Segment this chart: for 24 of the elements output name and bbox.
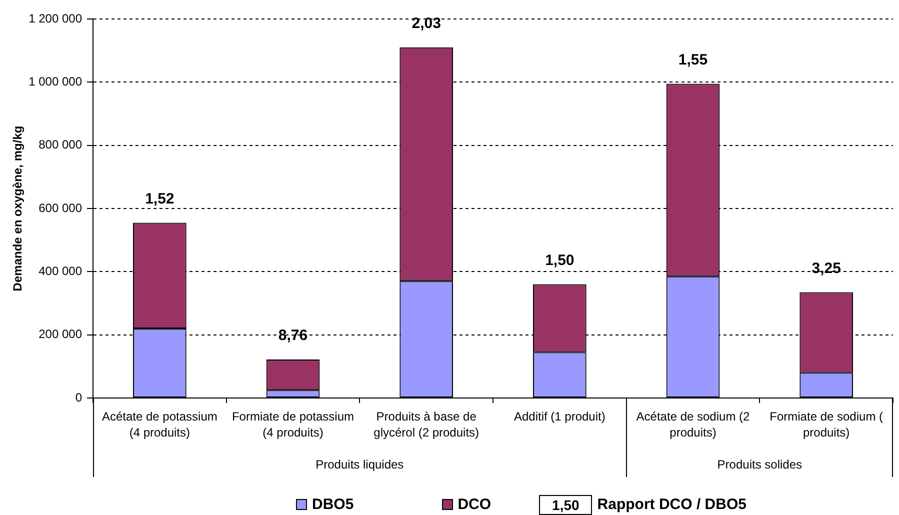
- x-tick-label: Produits à base de glycérol (2 produits): [374, 409, 480, 440]
- y-tick-label: 800 000: [38, 138, 82, 152]
- text: 1,50: [539, 494, 592, 514]
- legend-label: DCO: [458, 496, 492, 513]
- y-tick-label: 400 000: [38, 264, 82, 278]
- y-tick-label: 0: [75, 390, 82, 404]
- y-tick-label: 600 000: [38, 200, 82, 215]
- annotation: 1,52: [145, 190, 174, 208]
- legend-label: DBO5: [312, 496, 354, 513]
- x-tick-label: Formiate de potassium (4 produits): [232, 409, 354, 440]
- x-tick-label: Additif (1 produit): [514, 409, 606, 424]
- x-tick-label: Formiate de sodium ( produits): [770, 409, 884, 440]
- y-tick-label: 200 000: [38, 327, 82, 342]
- y-tick-label: 1 200 000: [28, 11, 82, 26]
- text: Produits liquides: [316, 457, 404, 472]
- y-tick-label: 1 000 000: [28, 74, 82, 88]
- y-axis-title: Demande en oxygène, mg/kg: [10, 126, 25, 292]
- annotation: 1,55: [678, 51, 708, 68]
- text: Rapport DCO / DBO5: [597, 496, 746, 513]
- x-tick-label: Acétate de potassium (4 produits): [102, 409, 218, 440]
- x-tick-label: Acétate de sodium (2 produits): [636, 409, 750, 440]
- annotation: 8,76: [278, 327, 308, 344]
- annotation: 1,50: [545, 252, 574, 269]
- text: Produits solides: [717, 457, 802, 472]
